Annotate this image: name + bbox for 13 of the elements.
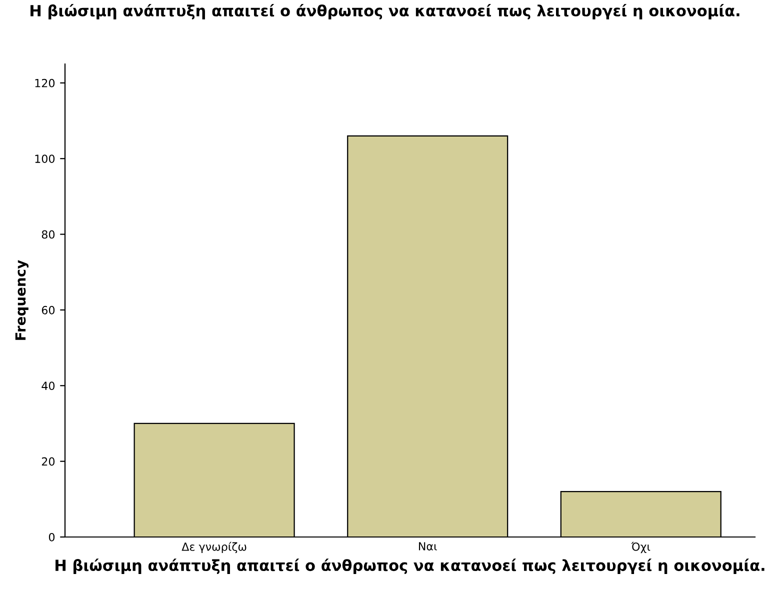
y-axis-title: Frequency — [15, 260, 29, 340]
x-axis-title: Η βιώσιμη ανάπτυξη απαιτεί ο άνθρωπος να κατανοεί πως λειτουργεί η οικονομία. — [56, 558, 764, 574]
x-tick-label: Όχι — [631, 542, 650, 554]
y-tick-label: 60 — [42, 306, 55, 314]
x-tick-label: Ναι — [418, 542, 437, 550]
y-tick-label: 0 — [48, 532, 55, 542]
y-tick-label: 80 — [42, 230, 55, 239]
y-tick-label: 40 — [42, 382, 55, 390]
chart-title: Η βιώσιμη ανάπτυξη απαιτεί ο άνθρωπος να κατανοεί πως λειτουργεί η οικονομία. — [30, 4, 740, 20]
y-tick-label: 120 — [35, 78, 55, 88]
y-tick-label: 20 — [42, 457, 55, 466]
y-tick-label: 100 — [35, 154, 55, 163]
x-tick-label: Δε γνωρίζω — [182, 542, 246, 554]
